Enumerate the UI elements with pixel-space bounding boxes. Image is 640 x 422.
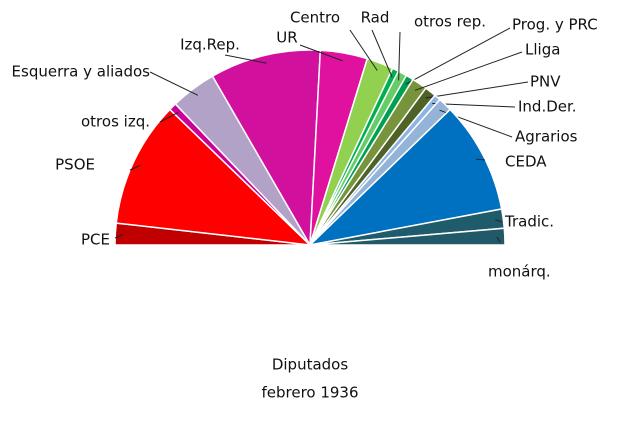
leader-line bbox=[405, 27, 511, 85]
slice bbox=[307, 108, 503, 247]
slice-label: Tradic. bbox=[504, 213, 554, 231]
slice-label: Agrarios bbox=[515, 128, 578, 146]
slice-label: Prog. y PRC bbox=[512, 16, 598, 34]
leader-line bbox=[432, 102, 516, 108]
slice-label: otros rep. bbox=[414, 13, 486, 31]
chart-title: febrero 1936 bbox=[261, 384, 358, 402]
slice bbox=[115, 108, 313, 246]
leader-line bbox=[495, 219, 503, 223]
leader-line bbox=[398, 31, 401, 81]
leader-line bbox=[349, 29, 378, 71]
slice-label: Izq.Rep. bbox=[180, 36, 240, 54]
slice-label: Lliga bbox=[525, 41, 560, 59]
slice-label: otros izq. bbox=[81, 113, 150, 131]
leader-line bbox=[114, 234, 124, 239]
leader-line bbox=[476, 158, 486, 161]
slice-label: Esquerra y aliados bbox=[12, 63, 151, 81]
slice-label: PNV bbox=[530, 73, 561, 91]
slice bbox=[309, 227, 506, 246]
slice-label: Rad bbox=[361, 9, 390, 27]
slice-label: PCE bbox=[81, 231, 110, 249]
slice-label: UR bbox=[276, 29, 297, 47]
slice-label: Centro bbox=[290, 9, 340, 27]
leader-line bbox=[371, 29, 393, 78]
leader-line bbox=[224, 54, 267, 64]
leader-line bbox=[129, 164, 142, 171]
slice-label: Ind.Der. bbox=[518, 98, 577, 116]
leader-line bbox=[425, 81, 529, 99]
leader-line bbox=[159, 111, 179, 123]
slice bbox=[211, 49, 322, 248]
chart-title: Diputados bbox=[272, 356, 349, 374]
slice-label: PSOE bbox=[55, 156, 95, 174]
leader-line bbox=[414, 51, 523, 91]
slice-label: monárq. bbox=[488, 263, 551, 281]
leader-line bbox=[299, 44, 343, 62]
leader-line bbox=[496, 236, 501, 243]
slice-label: CEDA bbox=[505, 153, 547, 171]
leader-line bbox=[149, 71, 199, 96]
